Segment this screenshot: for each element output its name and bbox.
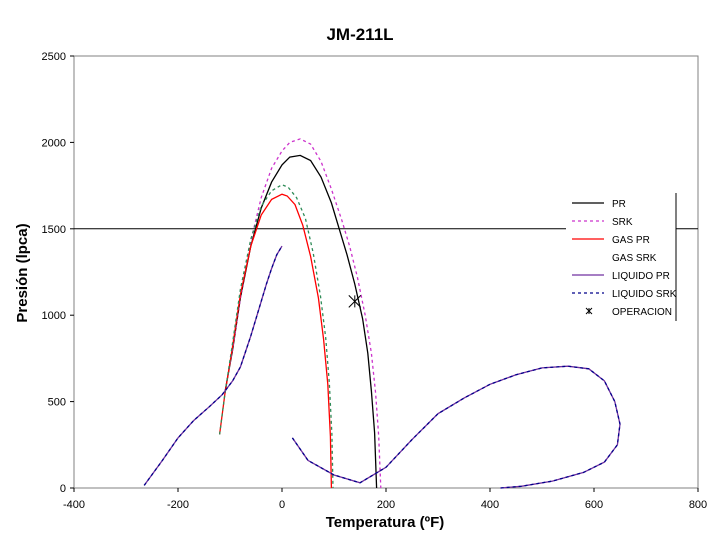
y-tick-label: 1000: [42, 310, 66, 322]
legend-background: [566, 193, 676, 321]
y-axis-label: Presión (lpca): [14, 223, 31, 322]
legend-label-operacion: OPERACION: [612, 307, 672, 318]
y-tick-label: 2000: [42, 137, 66, 149]
series-line-liquido-srk: [143, 245, 283, 486]
x-tick-label: -200: [167, 499, 189, 511]
x-axis-label: Temperatura (ºF): [326, 514, 445, 531]
x-tick-label: 200: [377, 499, 395, 511]
series-line-liquido-pr: [291, 365, 621, 489]
series-line-gas-srk: [218, 183, 334, 489]
series-line-liquido-srk: [291, 365, 621, 489]
series-line-pr: [224, 154, 378, 489]
legend-label-gas-pr: GAS PR: [612, 235, 650, 246]
y-tick-label: 500: [48, 397, 66, 409]
y-tick-label: 2500: [42, 51, 66, 63]
series-layer: [143, 138, 621, 489]
y-tick-label: 1500: [42, 224, 66, 236]
legend: PR SRK GAS PR GAS SRK LIQUIDO PR LIQUIDO SRK O…: [566, 193, 677, 321]
series-line-gas-pr: [218, 193, 333, 489]
x-tick-label: 600: [585, 499, 603, 511]
legend-label-liquido-pr: LIQUIDO PR: [612, 271, 670, 282]
legend-label-gas-srk: GAS SRK: [612, 253, 657, 264]
x-tick-label: 400: [481, 499, 499, 511]
legend-swatch-operacion: [585, 307, 593, 315]
y-tick-label: 0: [60, 483, 66, 495]
x-tick-label: 800: [689, 499, 707, 511]
legend-label-liquido-srk: LIQUIDO SRK: [612, 289, 677, 300]
chart-title: JM-211L: [326, 25, 393, 44]
legend-label-pr: PR: [612, 199, 626, 210]
series-line-srk: [224, 138, 382, 489]
series-line-liquido-pr: [143, 245, 283, 486]
operation-point-marker: [348, 295, 362, 308]
x-tick-label: -400: [63, 499, 85, 511]
x-tick-label: 0: [279, 499, 285, 511]
legend-label-srk: SRK: [612, 217, 633, 228]
